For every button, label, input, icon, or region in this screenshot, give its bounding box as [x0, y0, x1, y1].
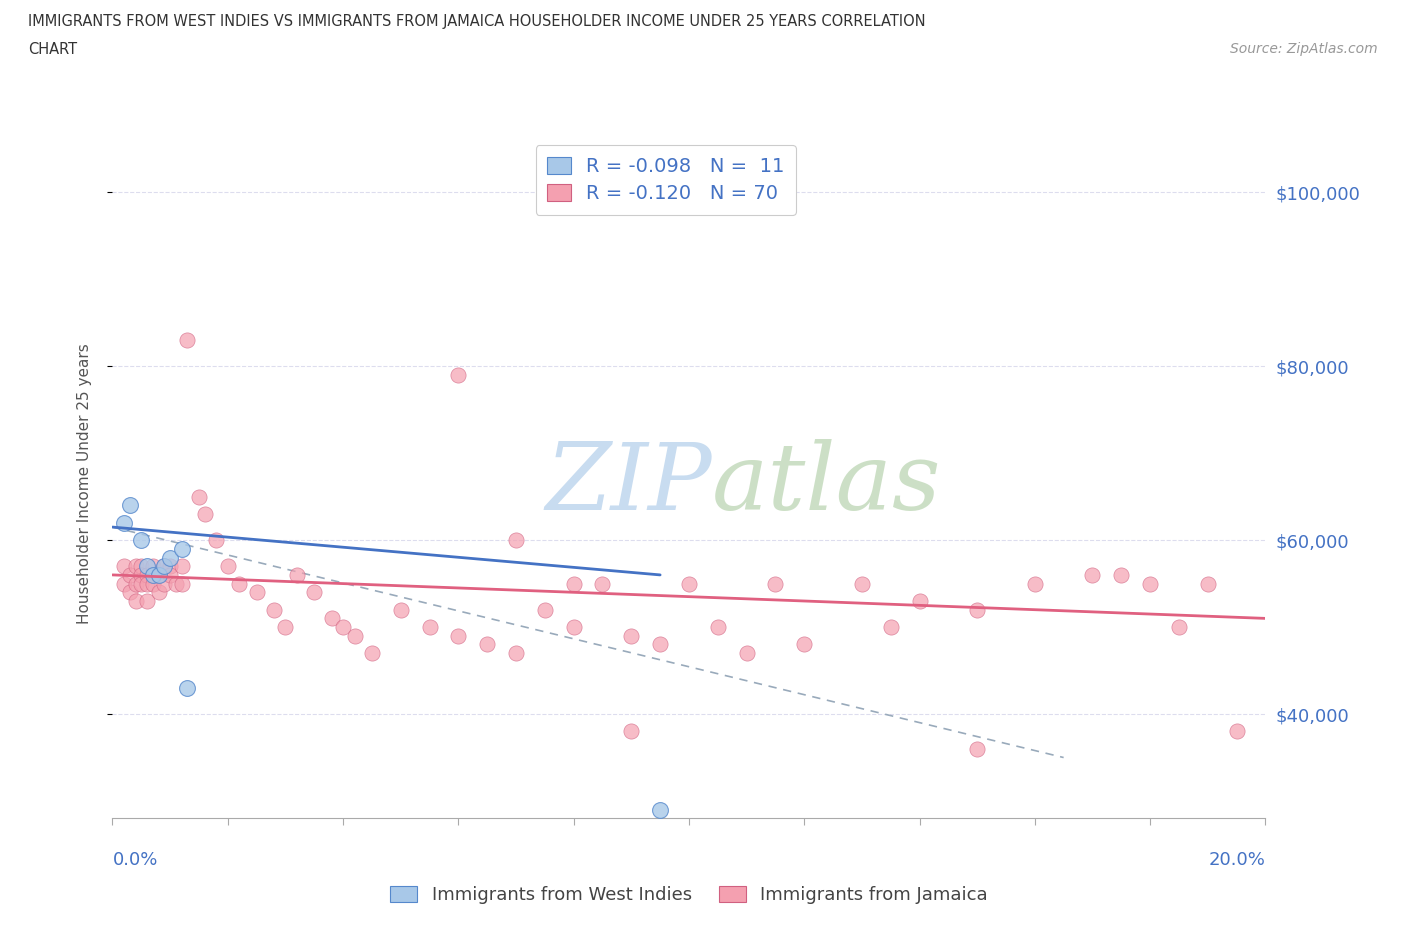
Point — [118, 567, 141, 582]
Point — [142, 567, 165, 582]
Point — [880, 619, 903, 634]
Point — [170, 577, 193, 591]
Point — [648, 637, 672, 652]
Point — [1167, 619, 1189, 634]
Point — [194, 507, 217, 522]
Point — [142, 577, 165, 591]
Point — [148, 567, 170, 582]
Legend: Immigrants from West Indies, Immigrants from Jamaica: Immigrants from West Indies, Immigrants … — [382, 879, 995, 911]
Point — [851, 577, 873, 591]
Point — [263, 603, 285, 618]
Point — [112, 515, 135, 530]
Legend: R = -0.098   N =  11, R = -0.120   N = 70: R = -0.098 N = 11, R = -0.120 N = 70 — [536, 145, 796, 215]
Point — [765, 577, 787, 591]
Point — [136, 577, 159, 591]
Point — [360, 645, 382, 660]
Point — [562, 577, 585, 591]
Point — [447, 629, 470, 644]
Point — [735, 645, 758, 660]
Text: ZIP: ZIP — [546, 439, 711, 528]
Point — [228, 577, 250, 591]
Point — [118, 585, 141, 600]
Point — [205, 533, 228, 548]
Point — [793, 637, 815, 652]
Point — [112, 577, 135, 591]
Point — [124, 577, 146, 591]
Point — [706, 619, 728, 634]
Y-axis label: Householder Income Under 25 years: Householder Income Under 25 years — [77, 343, 91, 624]
Text: atlas: atlas — [711, 439, 942, 528]
Point — [129, 559, 153, 574]
Point — [136, 567, 159, 582]
Point — [321, 611, 343, 626]
Point — [129, 577, 153, 591]
Text: IMMIGRANTS FROM WEST INDIES VS IMMIGRANTS FROM JAMAICA HOUSEHOLDER INCOME UNDER : IMMIGRANTS FROM WEST INDIES VS IMMIGRANT… — [28, 14, 925, 29]
Point — [592, 577, 614, 591]
Point — [170, 541, 193, 556]
Text: CHART: CHART — [28, 42, 77, 57]
Point — [908, 593, 931, 608]
Point — [304, 585, 326, 600]
Point — [648, 803, 672, 817]
Point — [136, 593, 159, 608]
Point — [533, 603, 555, 618]
Point — [188, 489, 211, 504]
Text: 0.0%: 0.0% — [112, 851, 157, 869]
Text: Source: ZipAtlas.com: Source: ZipAtlas.com — [1230, 42, 1378, 56]
Point — [176, 333, 198, 348]
Point — [419, 619, 441, 634]
Point — [112, 559, 135, 574]
Point — [966, 741, 988, 756]
Point — [562, 619, 585, 634]
Point — [678, 577, 700, 591]
Point — [165, 577, 187, 591]
Point — [1139, 577, 1161, 591]
Point — [343, 629, 366, 644]
Point — [620, 629, 643, 644]
Point — [129, 567, 153, 582]
Point — [217, 559, 239, 574]
Point — [1226, 724, 1249, 738]
Point — [142, 559, 165, 574]
Point — [148, 585, 170, 600]
Point — [159, 567, 181, 582]
Point — [159, 550, 181, 565]
Point — [170, 559, 193, 574]
Point — [129, 533, 153, 548]
Point — [148, 567, 170, 582]
Point — [1111, 567, 1133, 582]
Point — [176, 681, 198, 696]
Point — [1024, 577, 1046, 591]
Text: 20.0%: 20.0% — [1209, 851, 1265, 869]
Point — [124, 559, 146, 574]
Point — [153, 577, 176, 591]
Point — [389, 603, 412, 618]
Point — [285, 567, 308, 582]
Point — [245, 585, 267, 600]
Point — [332, 619, 354, 634]
Point — [505, 533, 527, 548]
Point — [153, 559, 176, 574]
Point — [620, 724, 643, 738]
Point — [118, 498, 141, 512]
Point — [1081, 567, 1104, 582]
Point — [475, 637, 498, 652]
Point — [274, 619, 297, 634]
Point — [447, 367, 470, 382]
Point — [124, 593, 146, 608]
Point — [1197, 577, 1219, 591]
Point — [505, 645, 527, 660]
Point — [153, 559, 176, 574]
Point — [966, 603, 988, 618]
Point — [136, 559, 159, 574]
Point — [159, 559, 181, 574]
